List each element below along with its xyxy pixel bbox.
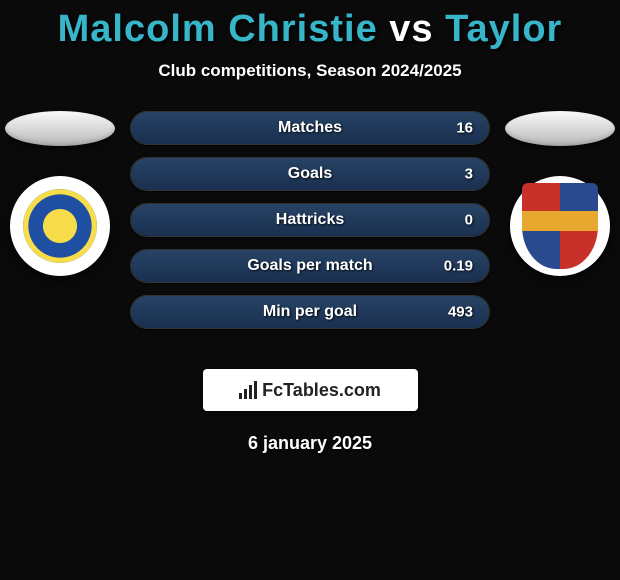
stat-row: Matches 16 [130, 111, 490, 145]
stat-row: Hattricks 0 [130, 203, 490, 237]
vs-text: vs [389, 8, 433, 50]
stat-value-right: 493 [448, 304, 473, 321]
main-area: Matches 16 Goals 3 Hattricks 0 Goals per match… [0, 111, 620, 351]
date-text: 6 january 2025 [0, 433, 620, 454]
stat-label: Goals per match [247, 257, 372, 275]
player1-name: Malcolm Christie [58, 8, 378, 50]
club-crest-badge [510, 176, 610, 276]
bar-chart-icon [239, 381, 257, 399]
stat-row: Goals per match 0.19 [130, 249, 490, 283]
fctables-watermark: FcTables.com [203, 369, 418, 411]
stat-row: Min per goal 493 [130, 295, 490, 329]
club-shield-icon [522, 183, 598, 269]
leeds-united-badge [10, 176, 110, 276]
stat-label: Goals [288, 165, 332, 183]
stat-value-right: 0 [465, 212, 473, 229]
stat-label: Matches [278, 119, 342, 137]
stats-list: Matches 16 Goals 3 Hattricks 0 Goals per match… [130, 111, 490, 329]
page-title: Malcolm Christie vs Taylor [0, 0, 620, 51]
watermark-text: FcTables.com [262, 380, 381, 401]
stat-value-right: 0.19 [444, 258, 473, 275]
player-right-column [500, 111, 620, 276]
player2-name: Taylor [445, 8, 562, 50]
stat-label: Min per goal [263, 303, 357, 321]
player1-avatar-placeholder [5, 111, 115, 146]
stat-label: Hattricks [276, 211, 344, 229]
comparison-card: Malcolm Christie vs Taylor Club competit… [0, 0, 620, 580]
player2-avatar-placeholder [505, 111, 615, 146]
player-left-column [0, 111, 120, 276]
stat-value-right: 3 [465, 166, 473, 183]
stat-row: Goals 3 [130, 157, 490, 191]
subtitle: Club competitions, Season 2024/2025 [0, 61, 620, 81]
club-badge-icon [23, 189, 97, 263]
stat-value-right: 16 [456, 120, 473, 137]
